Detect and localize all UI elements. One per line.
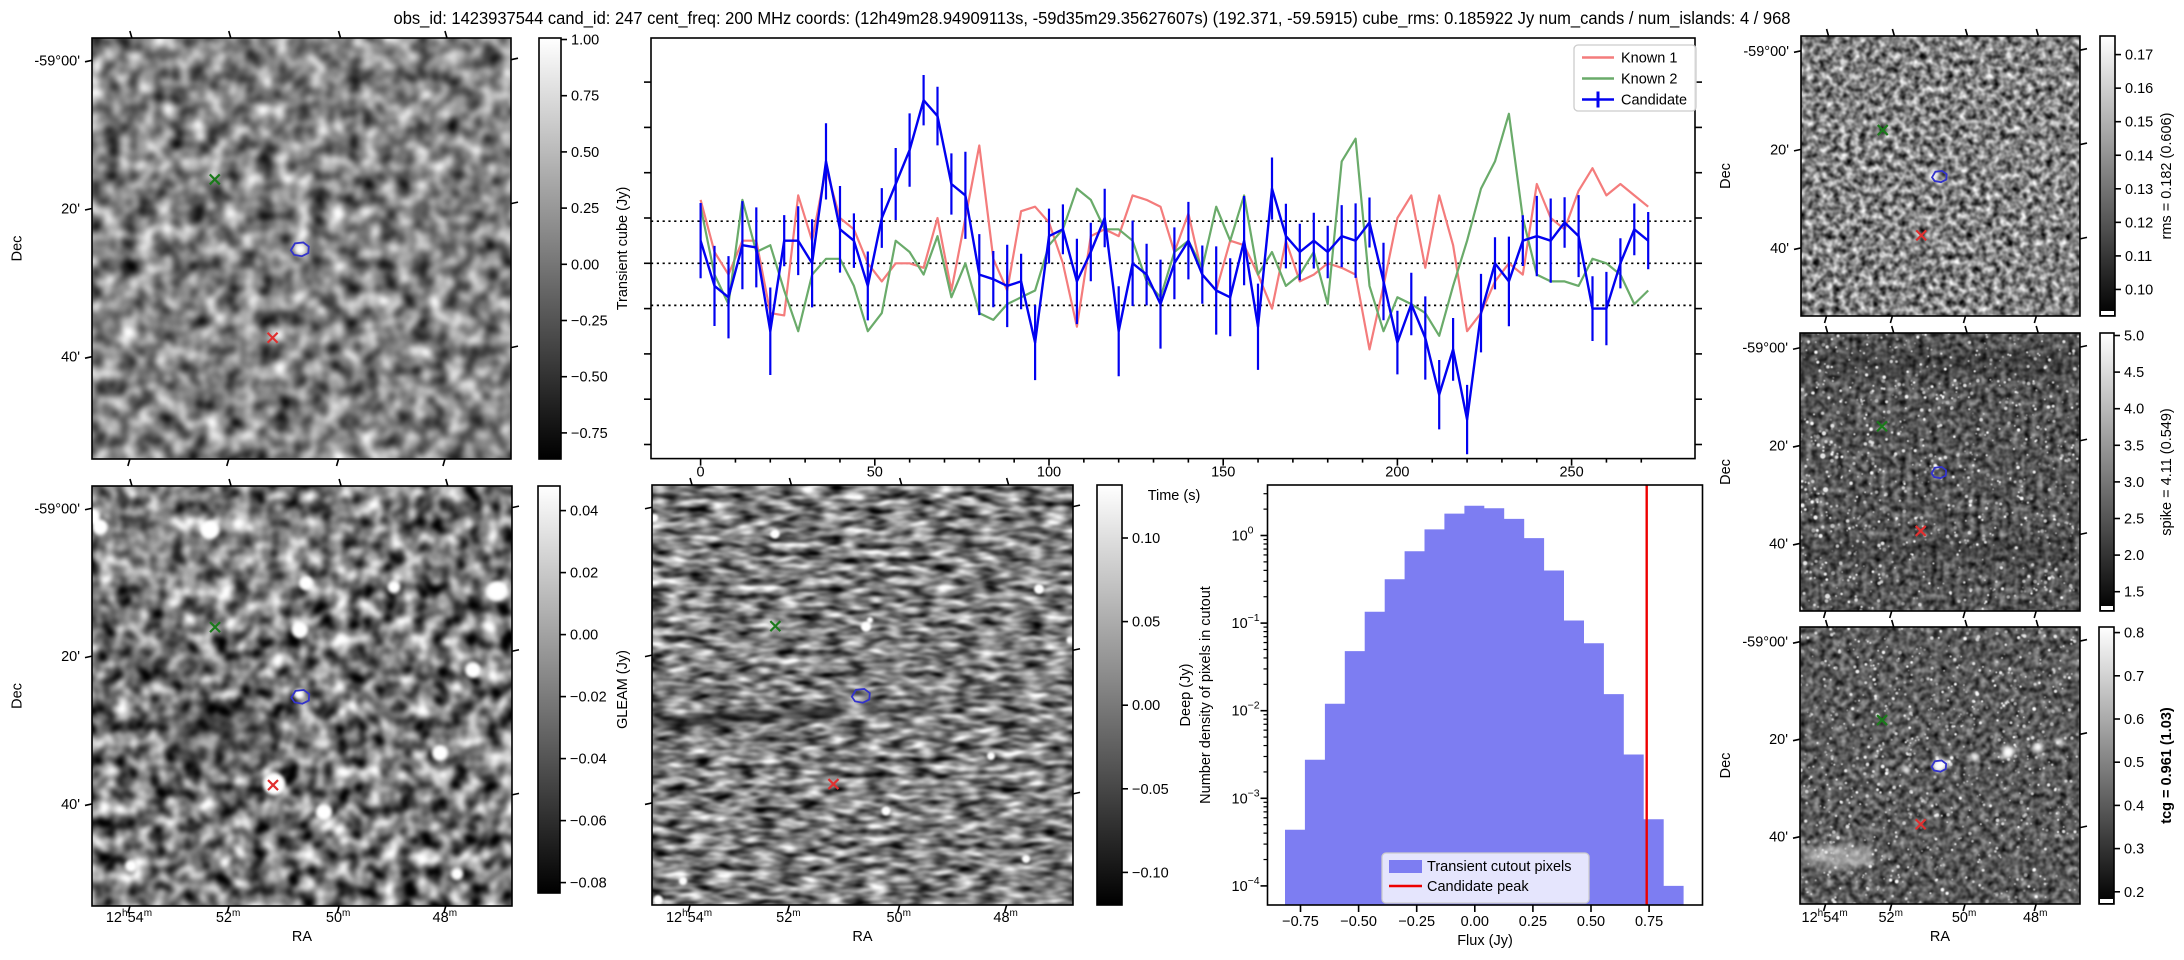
svg-text:RA: RA — [852, 929, 872, 945]
svg-text:−0.25: −0.25 — [571, 314, 608, 330]
svg-text:0.10: 0.10 — [2125, 282, 2153, 298]
svg-text:0.3: 0.3 — [2124, 842, 2144, 858]
svg-text:100: 100 — [1037, 465, 1061, 481]
svg-text:0.13: 0.13 — [2125, 182, 2153, 198]
svg-text:2.0: 2.0 — [2124, 548, 2144, 564]
svg-text:−0.06: −0.06 — [570, 814, 607, 830]
svg-text:−0.05: −0.05 — [1132, 782, 1169, 798]
svg-text:-59°00': -59°00' — [34, 53, 80, 69]
svg-text:0.02: 0.02 — [570, 566, 598, 582]
svg-text:−0.75: −0.75 — [1282, 914, 1319, 930]
svg-text:−0.50: −0.50 — [1340, 914, 1377, 930]
svg-text:0.17: 0.17 — [2125, 48, 2153, 64]
svg-text:obs_id: 1423937544 cand_id: 24: obs_id: 1423937544 cand_id: 247 cent_fre… — [394, 8, 1791, 28]
svg-text:GLEAM (Jy): GLEAM (Jy) — [615, 650, 631, 729]
svg-text:0.00: 0.00 — [1461, 914, 1489, 930]
svg-text:4.0: 4.0 — [2124, 402, 2144, 418]
svg-text:−0.75: −0.75 — [571, 426, 608, 442]
svg-text:4.5: 4.5 — [2124, 365, 2144, 381]
svg-text:spike = 4.11 (0.549): spike = 4.11 (0.549) — [2159, 408, 2175, 536]
svg-text:Transient cube (Jy): Transient cube (Jy) — [615, 187, 631, 311]
svg-text:-59°00': -59°00' — [1742, 635, 1788, 651]
svg-text:0.2: 0.2 — [2124, 885, 2144, 901]
svg-text:0.5: 0.5 — [2124, 755, 2144, 771]
svg-text:20': 20' — [1769, 439, 1788, 455]
svg-text:0.16: 0.16 — [2125, 81, 2153, 97]
svg-text:0.25: 0.25 — [1519, 914, 1547, 930]
svg-text:0.75: 0.75 — [1635, 914, 1663, 930]
svg-text:40': 40' — [1770, 241, 1789, 257]
svg-text:40': 40' — [61, 797, 80, 813]
svg-text:0.7: 0.7 — [2124, 669, 2144, 685]
svg-text:−0.08: −0.08 — [570, 876, 607, 892]
svg-text:Number density of pixels in cu: Number density of pixels in cutout — [1198, 586, 1214, 804]
svg-text:0.05: 0.05 — [1132, 615, 1160, 631]
svg-text:1.5: 1.5 — [2124, 585, 2144, 601]
svg-text:Candidate: Candidate — [1621, 93, 1687, 109]
svg-text:Dec: Dec — [1718, 459, 1734, 485]
svg-text:0.00: 0.00 — [1132, 698, 1160, 714]
svg-text:Flux (Jy): Flux (Jy) — [1457, 933, 1513, 949]
svg-text:5.0: 5.0 — [2124, 329, 2144, 345]
svg-text:0.00: 0.00 — [571, 257, 599, 273]
svg-text:20': 20' — [1769, 732, 1788, 748]
svg-text:Dec: Dec — [10, 683, 26, 709]
svg-text:3.5: 3.5 — [2124, 438, 2144, 454]
svg-text:0.10: 0.10 — [1132, 531, 1160, 547]
svg-text:RA: RA — [292, 929, 312, 945]
svg-text:200: 200 — [1385, 465, 1409, 481]
svg-text:Time (s): Time (s) — [1148, 488, 1201, 504]
svg-text:50: 50 — [867, 465, 883, 481]
svg-text:12h54m: 12h54m — [666, 908, 712, 926]
svg-text:40': 40' — [1769, 830, 1788, 846]
svg-text:0.50: 0.50 — [1577, 914, 1605, 930]
svg-text:−0.04: −0.04 — [570, 752, 607, 768]
svg-text:20': 20' — [61, 202, 80, 218]
svg-text:0.6: 0.6 — [2124, 712, 2144, 728]
svg-text:0.8: 0.8 — [2124, 626, 2144, 642]
svg-text:0.00: 0.00 — [570, 628, 598, 644]
svg-text:Dec: Dec — [1718, 163, 1734, 189]
svg-text:1.00: 1.00 — [571, 33, 599, 49]
svg-text:−0.02: −0.02 — [570, 690, 607, 706]
svg-text:3.0: 3.0 — [2124, 475, 2144, 491]
svg-text:Known 2: Known 2 — [1621, 72, 1677, 88]
svg-text:−0.10: −0.10 — [1132, 865, 1169, 881]
svg-text:tcg = 0.961 (1.03): tcg = 0.961 (1.03) — [2159, 707, 2175, 824]
svg-text:0.50: 0.50 — [571, 145, 599, 161]
svg-text:Candidate peak: Candidate peak — [1427, 879, 1529, 895]
svg-text:Deep (Jy): Deep (Jy) — [1178, 664, 1194, 727]
svg-text:-59°00': -59°00' — [1743, 44, 1789, 60]
svg-text:40': 40' — [1769, 536, 1788, 552]
svg-text:RA: RA — [1930, 929, 1950, 945]
svg-text:150: 150 — [1211, 465, 1235, 481]
svg-text:rms = 0.182 (0.606): rms = 0.182 (0.606) — [2159, 113, 2175, 240]
svg-text:−0.25: −0.25 — [1398, 914, 1435, 930]
svg-text:0.15: 0.15 — [2125, 115, 2153, 131]
svg-text:−0.50: −0.50 — [571, 370, 608, 386]
svg-text:0.04: 0.04 — [570, 504, 598, 520]
svg-text:40': 40' — [61, 350, 80, 366]
svg-text:0.4: 0.4 — [2124, 798, 2144, 814]
svg-text:-59°00': -59°00' — [34, 501, 80, 517]
svg-text:0.25: 0.25 — [571, 201, 599, 217]
svg-text:Dec: Dec — [1718, 753, 1734, 779]
svg-text:250: 250 — [1559, 465, 1583, 481]
svg-text:0.14: 0.14 — [2125, 148, 2153, 164]
svg-text:0.12: 0.12 — [2125, 215, 2153, 231]
svg-text:Transient cutout pixels: Transient cutout pixels — [1427, 859, 1572, 875]
svg-text:Known 1: Known 1 — [1621, 51, 1677, 67]
svg-text:Dec: Dec — [10, 236, 26, 262]
svg-text:20': 20' — [1770, 142, 1789, 158]
svg-text:0.75: 0.75 — [571, 89, 599, 105]
svg-text:12h54m: 12h54m — [106, 908, 152, 926]
svg-text:-59°00': -59°00' — [1742, 341, 1788, 357]
svg-text:2.5: 2.5 — [2124, 512, 2144, 528]
svg-text:0: 0 — [697, 465, 705, 481]
svg-text:20': 20' — [61, 649, 80, 665]
svg-text:12h54m: 12h54m — [1802, 908, 1848, 926]
svg-text:0.11: 0.11 — [2125, 249, 2152, 265]
